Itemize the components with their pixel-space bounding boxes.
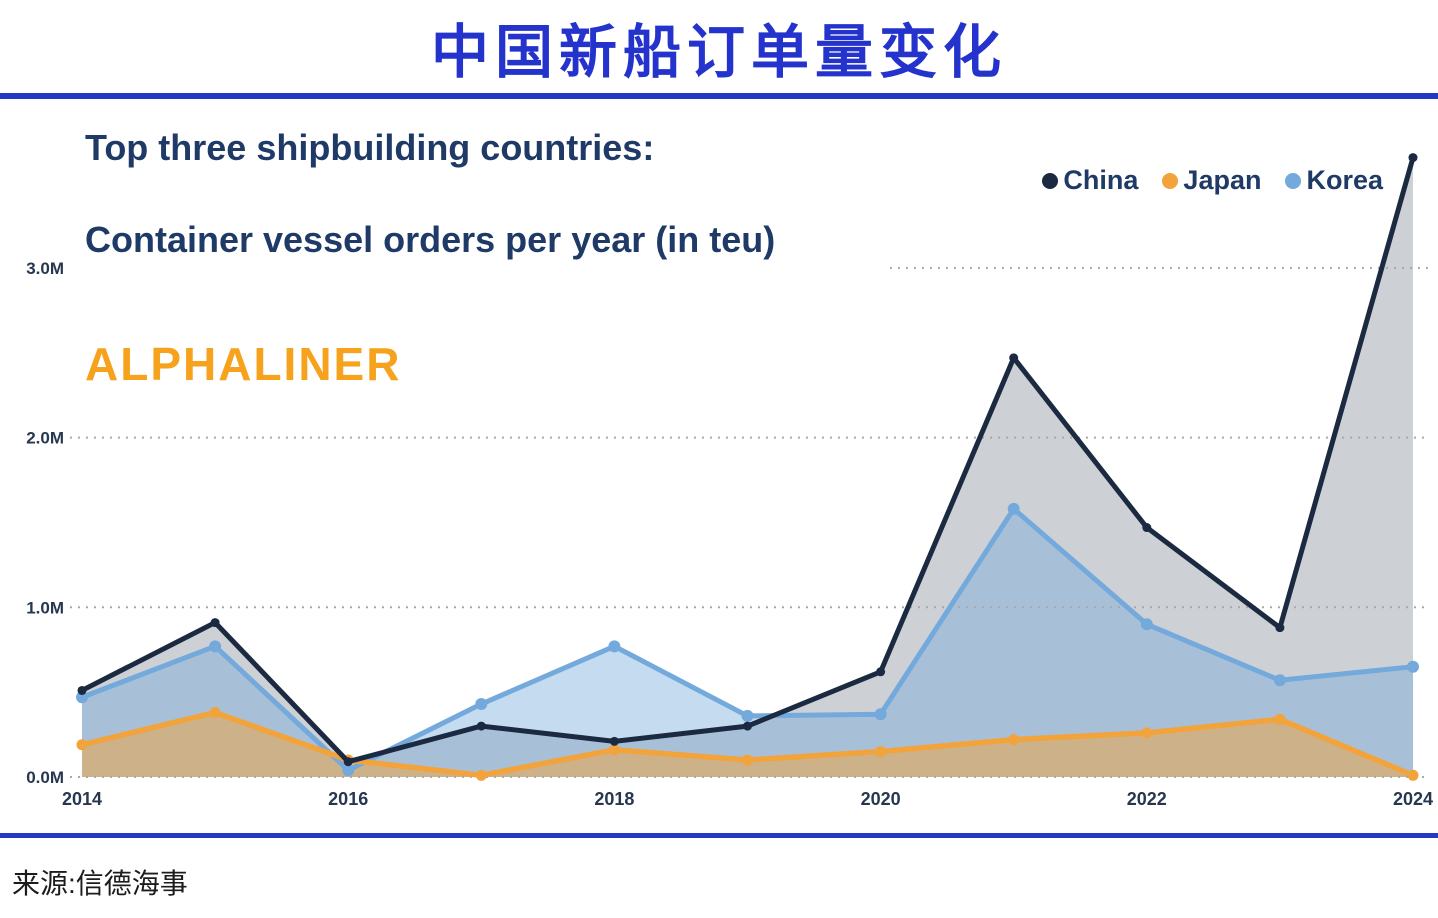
point-japan-2022 <box>1141 727 1153 739</box>
point-japan-2017 <box>475 769 487 781</box>
chart-title: Top three shipbuilding countries: <box>85 127 655 168</box>
china-dot-icon <box>1042 172 1059 189</box>
source-caption: 来源:信德海事 <box>12 868 188 899</box>
legend-item-china: China <box>1042 165 1138 196</box>
point-korea-2024 <box>1407 660 1419 673</box>
point-korea-2019 <box>741 709 754 722</box>
point-japan-2023 <box>1274 713 1286 725</box>
point-japan-2019 <box>742 754 753 766</box>
x-tick-label: 2022 <box>1127 789 1167 809</box>
point-china-2022 <box>1142 523 1152 533</box>
point-korea-2014 <box>76 691 88 704</box>
point-korea-2015 <box>209 640 222 653</box>
y-tick-label: 3.0M <box>26 259 64 278</box>
series-areas <box>82 157 1413 778</box>
area-korea <box>82 508 1413 777</box>
chart-canvas: 0.0M 1.0M 2.0M 3.0M 2014 2016 2018 2020 2022 2024 <box>26 153 1433 809</box>
point-china-2023 <box>1275 623 1285 633</box>
chart-area: 0.0M 1.0M 2.0M 3.0M 2014 2016 2018 2020 2022 2024… <box>0 99 1438 833</box>
series-line-japan <box>76 707 1419 781</box>
y-axis-labels: 0.0M 1.0M 2.0M 3.0M <box>26 259 64 787</box>
point-japan-2020 <box>875 746 887 758</box>
point-china-2018 <box>609 736 619 746</box>
series-line-china <box>77 153 1418 767</box>
x-tick-label: 2024 <box>1393 789 1433 809</box>
point-korea-2023 <box>1273 674 1286 687</box>
legend-label-china: China <box>1063 165 1139 195</box>
point-japan-2024 <box>1407 769 1419 781</box>
point-china-2021 <box>1009 353 1019 363</box>
x-tick-label: 2014 <box>62 789 102 809</box>
area-china <box>82 157 1413 778</box>
footer-divider <box>0 833 1438 838</box>
point-china-2017 <box>476 721 486 731</box>
alphaliner-watermark: ALPHALINER <box>85 338 402 390</box>
japan-dot-icon <box>1162 172 1179 189</box>
point-china-2019 <box>743 721 752 731</box>
chart-subtitle: Container vessel orders per year (in teu… <box>85 219 776 260</box>
x-tick-label: 2018 <box>594 789 634 809</box>
y-tick-label: 0.0M <box>26 768 64 787</box>
point-korea-2018 <box>608 640 621 653</box>
point-japan-2018 <box>608 744 620 756</box>
point-korea-2021 <box>1007 502 1020 515</box>
point-china-2020 <box>876 667 886 677</box>
chart-legend: China Japan Korea <box>1042 165 1383 196</box>
series-line-korea <box>76 502 1419 777</box>
legend-item-japan: Japan <box>1162 165 1261 196</box>
page-header: 中国新船订单量变化 <box>0 0 1438 99</box>
point-korea-2022 <box>1140 618 1153 631</box>
point-china-2024 <box>1408 153 1418 163</box>
point-china-2016 <box>343 757 353 767</box>
y-tick-label: 1.0M <box>26 598 64 617</box>
legend-label-japan: Japan <box>1183 165 1262 195</box>
point-japan-2021 <box>1008 734 1020 746</box>
legend-item-korea: Korea <box>1285 165 1383 196</box>
point-korea-2017 <box>475 698 488 711</box>
point-korea-2016 <box>342 764 355 777</box>
x-tick-label: 2020 <box>861 789 901 809</box>
x-axis-labels: 2014 2016 2018 2020 2022 2024 <box>62 789 1433 809</box>
grid-lines <box>70 266 1430 778</box>
area-japan <box>82 712 1413 777</box>
point-korea-2020 <box>874 708 887 721</box>
point-china-2014 <box>77 685 87 695</box>
page-title: 中国新船订单量变化 <box>430 19 1007 85</box>
point-japan-2014 <box>76 739 88 751</box>
y-tick-label: 2.0M <box>26 429 64 448</box>
legend-label-korea: Korea <box>1306 165 1383 195</box>
point-china-2015 <box>210 618 220 628</box>
korea-dot-icon <box>1285 172 1302 189</box>
x-tick-label: 2016 <box>328 789 368 809</box>
point-japan-2015 <box>209 707 221 719</box>
